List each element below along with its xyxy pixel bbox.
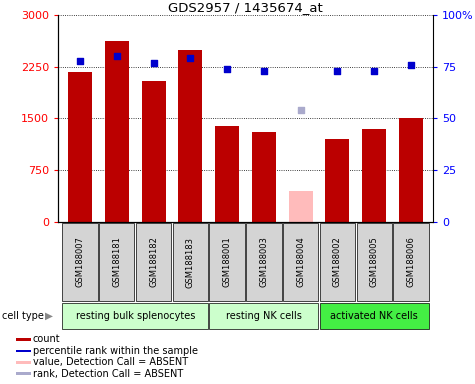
Bar xyxy=(357,223,392,301)
Point xyxy=(333,68,341,74)
Bar xyxy=(289,191,313,222)
Point xyxy=(150,60,157,66)
Bar xyxy=(62,303,208,329)
Bar xyxy=(325,139,349,222)
Text: GSM188182: GSM188182 xyxy=(149,237,158,288)
Bar xyxy=(105,41,129,222)
Bar xyxy=(99,223,134,301)
Point xyxy=(187,55,194,61)
Bar xyxy=(393,223,428,301)
Text: GSM188006: GSM188006 xyxy=(407,237,416,288)
Text: ▶: ▶ xyxy=(45,311,53,321)
Bar xyxy=(215,126,239,222)
Bar xyxy=(362,129,386,222)
Text: count: count xyxy=(33,334,61,344)
Text: activated NK cells: activated NK cells xyxy=(330,311,418,321)
Text: GSM188002: GSM188002 xyxy=(333,237,342,287)
Bar xyxy=(62,223,98,301)
Text: cell type: cell type xyxy=(2,311,44,321)
Bar xyxy=(173,223,208,301)
Point xyxy=(223,66,231,72)
Point xyxy=(407,61,415,68)
Text: GSM188004: GSM188004 xyxy=(296,237,305,287)
Text: GSM188183: GSM188183 xyxy=(186,237,195,288)
Bar xyxy=(136,223,171,301)
Text: GSM188181: GSM188181 xyxy=(112,237,121,288)
Point xyxy=(297,107,304,113)
Text: rank, Detection Call = ABSENT: rank, Detection Call = ABSENT xyxy=(33,369,183,379)
Bar xyxy=(246,223,282,301)
Bar xyxy=(68,72,92,222)
Text: resting bulk splenocytes: resting bulk splenocytes xyxy=(76,311,195,321)
Bar xyxy=(17,372,30,375)
Point xyxy=(76,58,84,64)
Bar xyxy=(320,303,428,329)
Point xyxy=(260,68,268,74)
Bar xyxy=(399,119,423,222)
Text: GSM188007: GSM188007 xyxy=(76,237,85,288)
Text: resting NK cells: resting NK cells xyxy=(226,311,302,321)
Text: percentile rank within the sample: percentile rank within the sample xyxy=(33,346,198,356)
Bar xyxy=(179,50,202,222)
Bar xyxy=(209,223,245,301)
Text: value, Detection Call = ABSENT: value, Detection Call = ABSENT xyxy=(33,357,188,367)
Bar xyxy=(283,223,318,301)
Bar xyxy=(252,132,276,222)
Bar xyxy=(17,349,30,352)
Point xyxy=(113,53,121,60)
Bar xyxy=(17,361,30,364)
Bar xyxy=(209,303,318,329)
Point xyxy=(370,68,378,74)
Text: GSM188005: GSM188005 xyxy=(370,237,379,287)
Bar xyxy=(17,338,30,341)
Text: GSM188001: GSM188001 xyxy=(223,237,232,287)
Bar xyxy=(320,223,355,301)
Text: GSM188003: GSM188003 xyxy=(259,237,268,288)
Title: GDS2957 / 1435674_at: GDS2957 / 1435674_at xyxy=(168,1,323,14)
Bar xyxy=(142,81,165,222)
